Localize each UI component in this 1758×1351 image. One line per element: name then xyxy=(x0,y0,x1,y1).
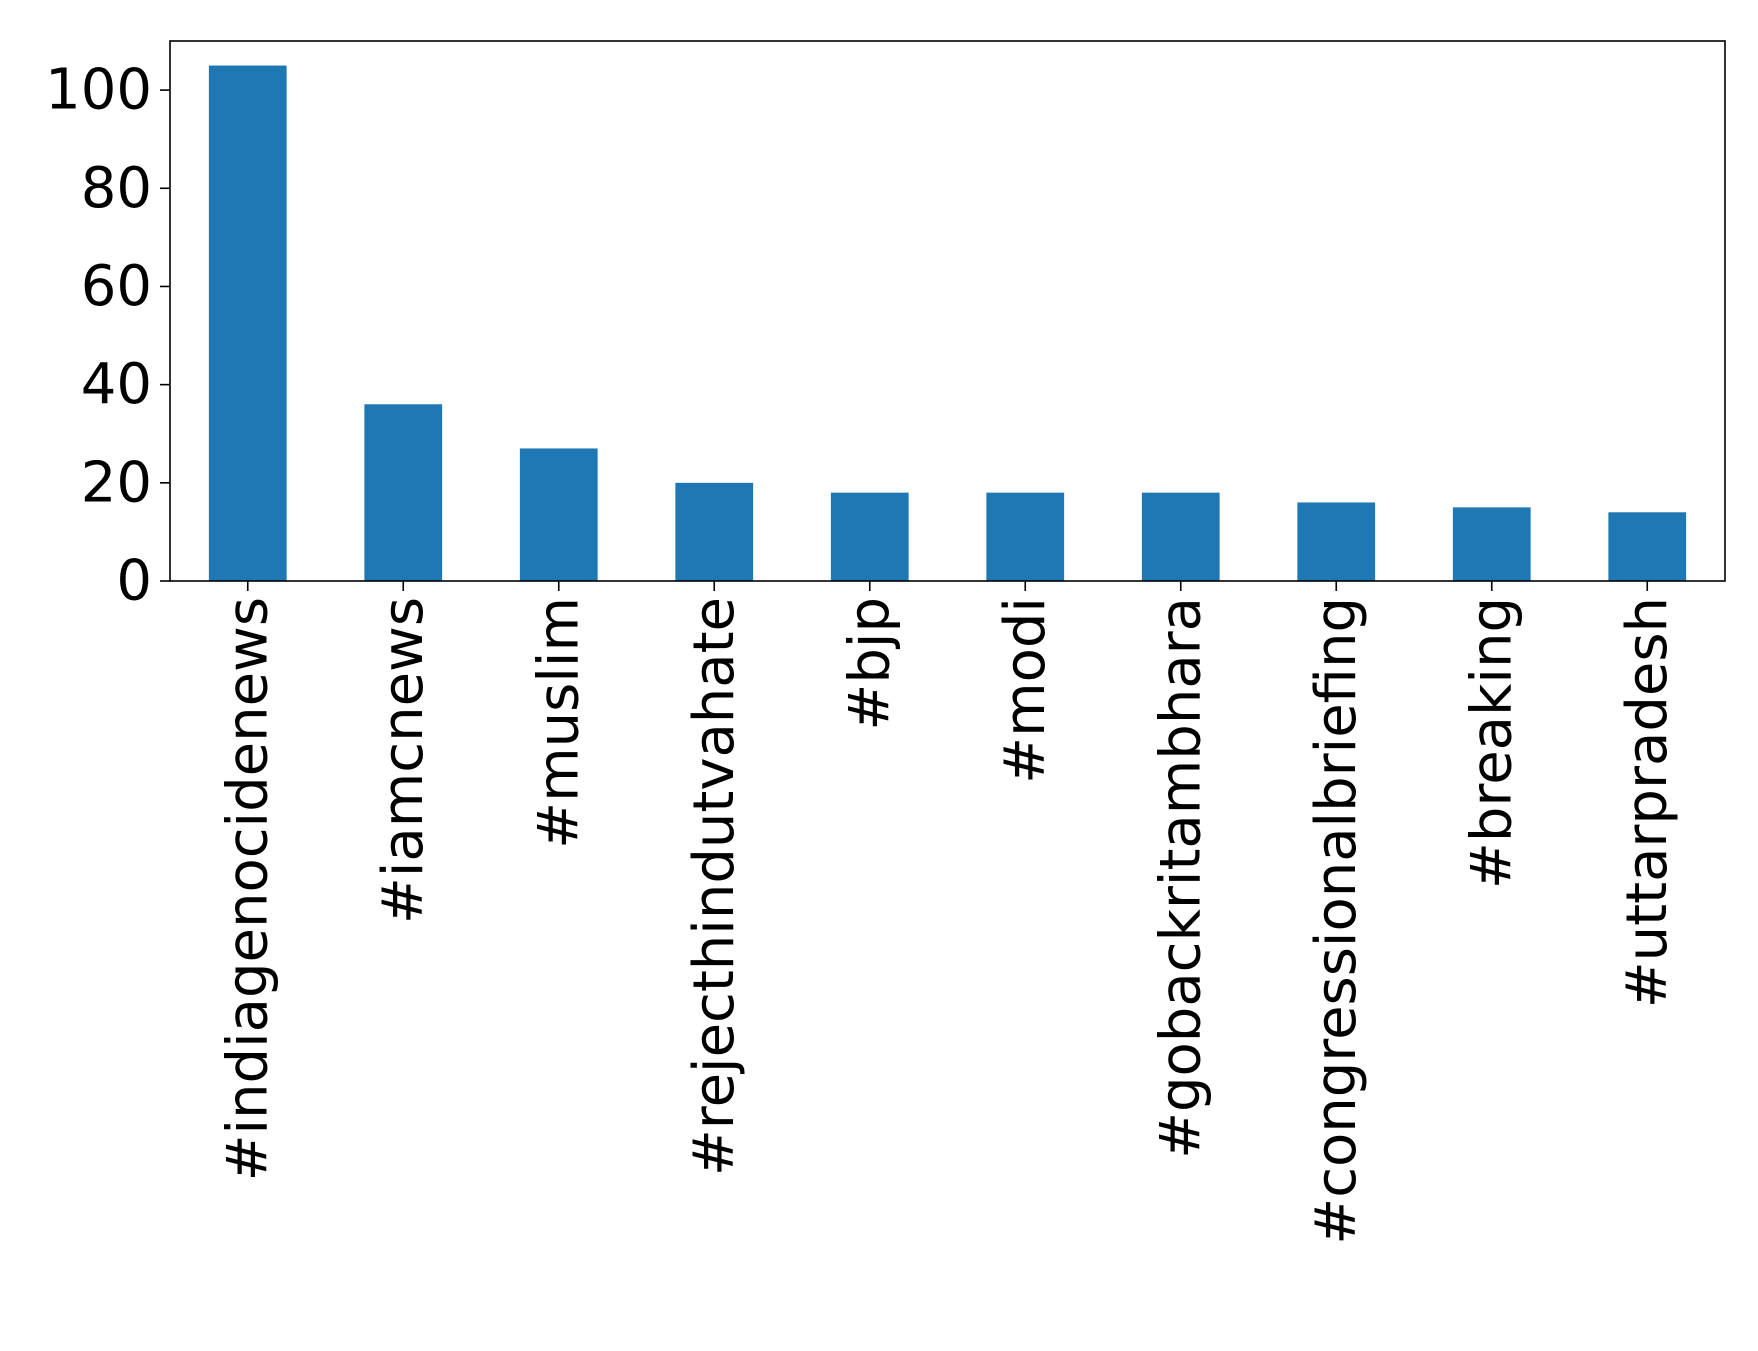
y-tick-label: 100 xyxy=(45,58,152,123)
x-tick-label: #modi xyxy=(993,597,1058,784)
y-tick-label: 60 xyxy=(81,254,152,319)
x-tick-label: #uttarpradesh xyxy=(1615,597,1680,1008)
x-tick-label: #indiagenocidenews xyxy=(215,597,280,1181)
x-tick-label: #bjp xyxy=(837,597,902,731)
bar xyxy=(364,404,442,581)
bar xyxy=(1453,507,1531,581)
y-tick-label: 0 xyxy=(116,549,152,614)
y-tick-label: 80 xyxy=(81,156,152,221)
x-tick-label: #rejecthindutvahate xyxy=(682,597,747,1176)
bar xyxy=(1297,502,1375,581)
bar xyxy=(1608,512,1686,581)
y-tick-label: 40 xyxy=(81,352,152,417)
y-tick-label: 20 xyxy=(81,450,152,515)
bar xyxy=(520,448,598,581)
bars-layer xyxy=(209,66,1686,581)
x-tick-label: #congressionalbriefing xyxy=(1304,597,1369,1245)
bar xyxy=(675,483,753,581)
x-tick-label: #iamcnews xyxy=(371,597,436,924)
bar xyxy=(986,493,1064,581)
x-axis-ticks: #indiagenocidenews #iamcnews #muslim #rejec… xyxy=(215,581,1680,1245)
x-tick-label: #muslim xyxy=(526,597,591,849)
y-axis-ticks: 0 20 40 60 80 100 xyxy=(45,58,170,614)
bar xyxy=(209,66,287,581)
bar xyxy=(831,493,909,581)
x-tick-label: #breaking xyxy=(1459,597,1524,889)
x-tick-label: #gobackritambhara xyxy=(1148,597,1213,1159)
bar xyxy=(1142,493,1220,581)
